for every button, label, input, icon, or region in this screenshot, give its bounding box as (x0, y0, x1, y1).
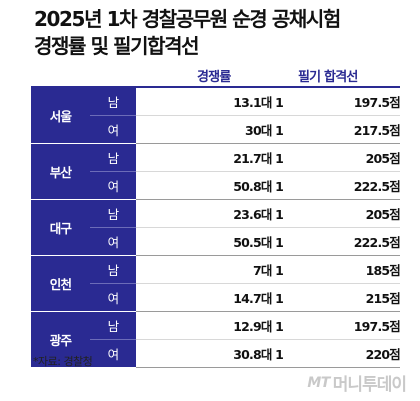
gender-cell: 남 (90, 199, 136, 228)
title-line-2: 경쟁률 및 필기합격선 (34, 34, 200, 58)
title-line-1: 2025년 1차 경찰공무원 순경 공채시험 (34, 7, 341, 31)
ratio-cell: 30.8대 1 (136, 339, 284, 368)
score-cell: 215점 (283, 283, 401, 312)
table-row: 여 14.7대 1 215점 (31, 283, 401, 312)
gender-cell: 남 (90, 311, 136, 340)
table-row: 대구 남 23.6대 1 205점 (31, 199, 401, 256)
gender-cell: 남 (90, 88, 136, 116)
header-rule (31, 86, 400, 88)
gender-cell: 여 (90, 339, 136, 368)
score-cell: 205점 (283, 143, 401, 172)
table-row: 부산 남 21.7대 1 205점 (31, 143, 401, 200)
gender-cell: 남 (90, 143, 136, 172)
table-row: 여 30대 1 217.5점 (31, 115, 401, 144)
score-cell: 222.5점 (283, 227, 401, 256)
table-row: 서울 남 13.1대 1 197.5점 (31, 88, 401, 144)
region-cell: 서울 (31, 88, 90, 144)
table-row: 여 30.8대 1 220점 (31, 339, 401, 368)
column-header-ratio: 경쟁률 (197, 70, 231, 85)
source-note: *자료: 경찰청 (33, 355, 93, 368)
score-cell: 217.5점 (283, 115, 401, 144)
ratio-cell: 21.7대 1 (136, 143, 284, 172)
score-cell: 205점 (283, 199, 401, 228)
ratio-cell: 14.7대 1 (136, 283, 284, 312)
brand-name: 머니투데이 (332, 375, 407, 395)
ratio-cell: 13.1대 1 (136, 88, 284, 116)
brand-watermark: MT 머니투데이 (307, 370, 407, 396)
table-row: 여 50.5대 1 222.5점 (31, 227, 401, 256)
gender-cell: 여 (90, 115, 136, 144)
table-row: 인천 남 7대 1 185점 (31, 255, 401, 312)
page-title: 2025년 1차 경찰공무원 순경 공채시험 경쟁률 및 필기합격선 (34, 6, 414, 60)
ratio-cell: 7대 1 (136, 255, 284, 284)
gender-cell: 여 (90, 171, 136, 200)
ratio-cell: 12.9대 1 (136, 311, 284, 340)
score-cell: 222.5점 (283, 171, 401, 200)
gender-cell: 여 (90, 227, 136, 256)
table-row: 광주 남 12.9대 1 197.5점 (31, 311, 401, 368)
score-cell: 197.5점 (283, 311, 401, 340)
brand-logo: MT (307, 374, 330, 391)
ratio-cell: 30대 1 (136, 115, 284, 144)
score-cell: 220점 (283, 339, 401, 368)
gender-cell: 남 (90, 255, 136, 284)
region-cell: 인천 (31, 255, 90, 312)
score-cell: 185점 (283, 255, 401, 284)
gender-cell: 여 (90, 283, 136, 312)
region-cell: 대구 (31, 199, 90, 256)
results-table: 서울 남 13.1대 1 197.5점 여 30대 1 217.5점 부산 남 21.7대 1 20… (31, 88, 401, 368)
table-row: 여 50.8대 1 222.5점 (31, 171, 401, 200)
ratio-cell: 50.8대 1 (136, 171, 284, 200)
ratio-cell: 50.5대 1 (136, 227, 284, 256)
score-cell: 197.5점 (283, 88, 401, 116)
region-cell: 부산 (31, 143, 90, 200)
ratio-cell: 23.6대 1 (136, 199, 284, 228)
region-cell: 광주 (31, 311, 90, 368)
column-header-score: 필기 합격선 (298, 70, 358, 85)
